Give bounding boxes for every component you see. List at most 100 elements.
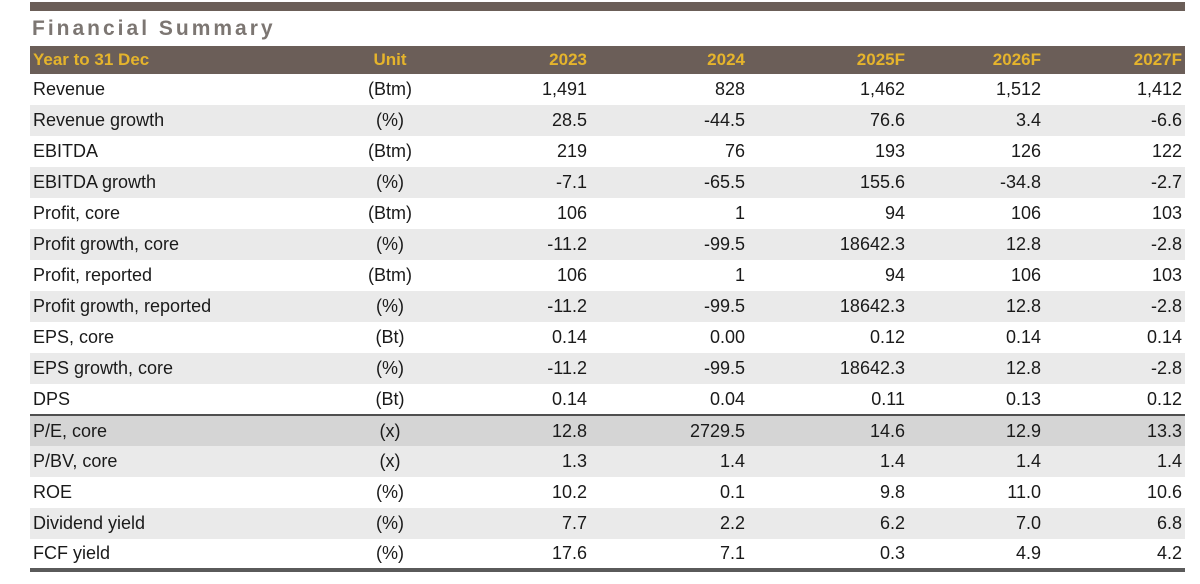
table-row: EPS growth, core (%) -11.2 -99.5 18642.3 12.8…: [30, 353, 1185, 384]
table-row: Dividend yield (%) 7.7 2.2 6.2 7.0 6.8: [30, 508, 1185, 539]
row-value: 76.6: [869, 110, 905, 130]
row-value: 2729.5: [590, 414, 748, 446]
row-value: -99.5: [703, 358, 745, 378]
row-value: 1.4: [1015, 451, 1041, 471]
row-label: P/E, core: [30, 414, 330, 446]
row-value: 1: [734, 265, 745, 285]
row-value: 3.4: [1015, 110, 1041, 130]
row-value: 12.8: [1005, 296, 1041, 316]
row-value: 103: [1151, 203, 1182, 223]
row-label: EPS, core: [33, 327, 115, 347]
row-value: 12.8: [450, 414, 590, 446]
row-value: 1.3: [561, 451, 587, 471]
row-label: EBITDA: [33, 141, 99, 161]
row-unit: (%): [376, 296, 404, 316]
row-value: 28.5: [551, 110, 587, 130]
row-value: 12.8: [1005, 234, 1041, 254]
table-row: P/E, core (x) 12.8 2729.5 14.6 12.9 13.3: [30, 414, 1185, 446]
row-value: 6.2: [879, 513, 905, 533]
row-value: 18642.3: [839, 296, 905, 316]
row-unit: (Btm): [368, 203, 412, 223]
row-label: EPS growth, core: [33, 358, 174, 378]
row-label: ROE: [33, 482, 73, 502]
table-row: EBITDA growth (%) -7.1 -65.5 155.6 -34.8 -2.7: [30, 167, 1185, 198]
row-value: -34.8: [999, 172, 1041, 192]
row-value: 17.6: [551, 543, 587, 563]
table-row: Profit, core (Btm) 106 1 94 106 103: [30, 198, 1185, 229]
row-value: 4.9: [1015, 543, 1041, 563]
table-row: DPS (Bt) 0.14 0.04 0.11 0.13 0.12: [30, 384, 1185, 415]
row-value: 1,491: [541, 79, 587, 99]
row-value: 0.1: [719, 482, 745, 502]
row-value: -2.8: [1150, 234, 1182, 254]
row-value: 193: [874, 141, 905, 161]
row-label: Profit, reported: [33, 265, 153, 285]
row-value: 9.8: [879, 482, 905, 502]
row-value: 7.0: [1015, 513, 1041, 533]
row-value: -11.2: [547, 296, 587, 316]
row-value: 7.1: [719, 543, 745, 563]
column-header-2024: 2024: [590, 46, 748, 74]
financial-summary-table: Year to 31 Dec Unit 2023 2024 2025F 2026…: [30, 46, 1185, 572]
row-value: 1,412: [1136, 79, 1182, 99]
row-value: 0.14: [551, 327, 587, 347]
row-value: 18642.3: [839, 358, 905, 378]
row-unit: (Bt): [375, 327, 405, 347]
row-value: 1.4: [1156, 451, 1182, 471]
row-value: 0.14: [1005, 327, 1041, 347]
row-value: -65.5: [703, 172, 745, 192]
table-row: Revenue (Btm) 1,491 828 1,462 1,512 1,412: [30, 74, 1185, 105]
row-value: 0.11: [871, 388, 905, 409]
table-row: Profit, reported (Btm) 106 1 94 106 103: [30, 260, 1185, 291]
row-value: 18642.3: [839, 234, 905, 254]
row-unit: (%): [376, 172, 404, 192]
row-value: 219: [556, 141, 587, 161]
row-unit: (%): [376, 513, 404, 533]
row-value: 155.6: [859, 172, 905, 192]
row-value: 10.6: [1146, 482, 1182, 502]
row-value: 94: [884, 265, 905, 285]
row-unit: (Btm): [368, 79, 412, 99]
row-value: -99.5: [703, 296, 745, 316]
column-header-2027f: 2027F: [1044, 46, 1185, 74]
table-body: Revenue (Btm) 1,491 828 1,462 1,512 1,412 Reven…: [30, 74, 1185, 570]
row-value: 12.9: [908, 414, 1044, 446]
row-unit: (x): [379, 451, 401, 471]
row-value: -6.6: [1150, 110, 1182, 130]
row-value: 103: [1151, 265, 1182, 285]
row-value: 94: [884, 203, 905, 223]
row-value: 4.2: [1156, 543, 1182, 563]
row-label: P/BV, core: [33, 451, 118, 471]
row-unit: (Btm): [368, 141, 412, 161]
row-value: 0.13: [1005, 388, 1041, 409]
row-unit: (Bt): [375, 388, 405, 409]
column-header-year-to-31-dec: Year to 31 Dec: [30, 46, 330, 74]
row-unit: (x): [330, 414, 450, 446]
row-label: DPS: [33, 388, 71, 409]
row-label: Profit growth, reported: [33, 296, 212, 316]
row-label: EBITDA growth: [33, 172, 157, 192]
row-value: 11.0: [1007, 482, 1041, 502]
row-unit: (%): [376, 110, 404, 130]
row-unit: (Btm): [368, 265, 412, 285]
row-value: 122: [1151, 141, 1182, 161]
page-title: Financial Summary: [32, 17, 276, 40]
table-row: EBITDA (Btm) 219 76 193 126 122: [30, 136, 1185, 167]
row-value: 0.04: [709, 388, 745, 409]
column-header-2026f: 2026F: [908, 46, 1044, 74]
table-row: Profit growth, reported (%) -11.2 -99.5 1864…: [30, 291, 1185, 322]
row-value: 12.8: [1005, 358, 1041, 378]
table-row: EPS, core (Bt) 0.14 0.00 0.12 0.14 0.14: [30, 322, 1185, 353]
row-value: -99.5: [703, 234, 745, 254]
row-unit: (%): [376, 482, 404, 502]
row-value: 6.8: [1156, 513, 1182, 533]
row-value: 106: [1010, 203, 1041, 223]
row-unit: (%): [376, 543, 404, 563]
row-unit: (%): [376, 358, 404, 378]
row-value: -11.2: [547, 358, 587, 378]
column-header-2025f: 2025F: [748, 46, 908, 74]
row-value: 10.2: [551, 482, 587, 502]
row-label: FCF yield: [33, 543, 111, 563]
row-value: 126: [1010, 141, 1041, 161]
row-value: 106: [556, 203, 587, 223]
